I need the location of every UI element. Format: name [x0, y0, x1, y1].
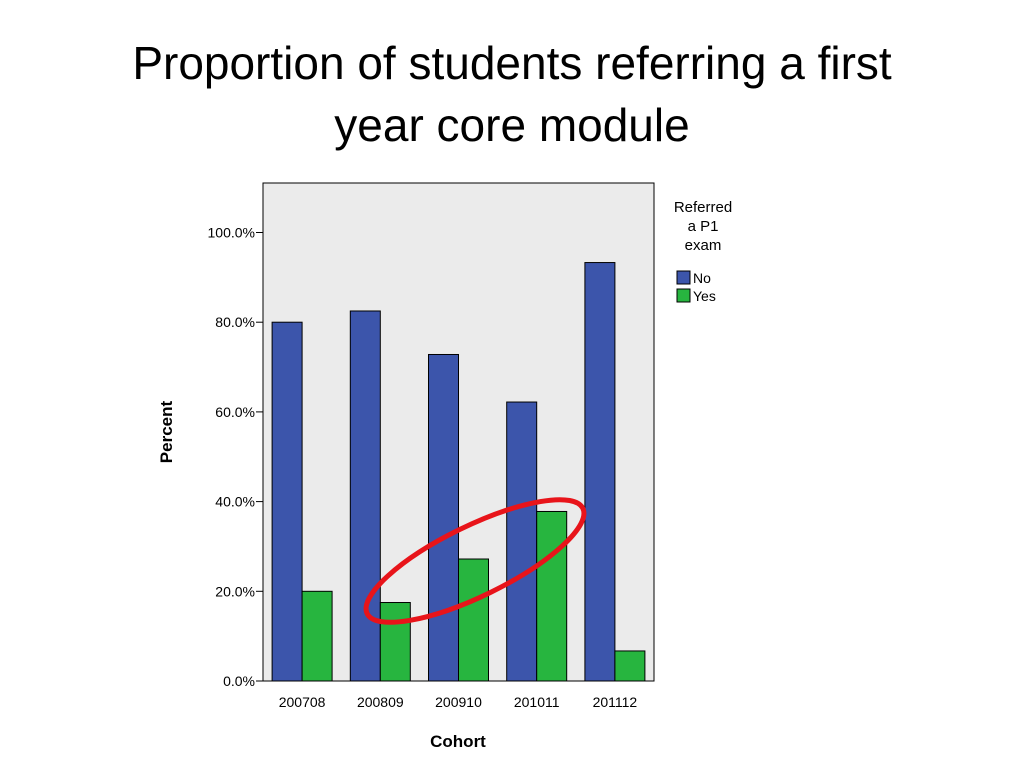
y-tick-label: 40.0%: [215, 494, 255, 510]
slide-title-line-2: year core module: [334, 99, 690, 151]
y-axis-label: Percent: [157, 400, 176, 463]
y-tick-label: 0.0%: [223, 673, 255, 689]
legend-swatch-no: [676, 270, 691, 285]
bar-no-201112: [584, 262, 616, 682]
legend: Referred a P1 exam No Yes: [674, 199, 732, 304]
slide-title: Proportion of students referring a first…: [40, 32, 984, 156]
x-axis: 200708 200809 200910 201011 201112: [279, 694, 638, 710]
bar-yes-201112: [614, 650, 646, 682]
bar-no-200809: [349, 310, 381, 682]
x-tick-label-200809: 200809: [357, 694, 404, 710]
bar-no-200708: [271, 321, 303, 682]
y-axis: 0.0% 20.0% 40.0% 60.0% 80.0% 100.0%: [208, 225, 263, 689]
bar-yes-201011: [536, 510, 568, 682]
legend-title-line-1: Referred: [674, 199, 732, 216]
y-tick-label: 80.0%: [215, 314, 255, 330]
bar-no-201011: [506, 401, 538, 682]
bar-no-200910: [428, 353, 459, 682]
y-tick-label: 100.0%: [208, 225, 255, 241]
legend-title-line-2: a P1: [688, 218, 719, 235]
bar-yes-200809: [379, 602, 411, 682]
bar-yes-200910: [458, 558, 489, 682]
legend-label-yes: Yes: [693, 288, 716, 304]
legend-swatch-yes: [676, 288, 691, 303]
slide-title-line-1: Proportion of students referring a first: [132, 37, 892, 89]
y-tick-label: 20.0%: [215, 583, 255, 599]
legend-label-no: No: [693, 270, 711, 286]
x-axis-label: Cohort: [430, 732, 486, 751]
x-tick-label-200910: 200910: [435, 694, 482, 710]
legend-title-line-3: exam: [685, 237, 722, 254]
x-tick-label-201011: 201011: [514, 694, 560, 710]
annotation-ellipse: [363, 497, 587, 625]
x-tick-label-201112: 201112: [593, 694, 638, 710]
y-tick-label: 60.0%: [215, 404, 255, 420]
bar-yes-200708: [301, 590, 333, 682]
x-tick-label-200708: 200708: [279, 694, 326, 710]
